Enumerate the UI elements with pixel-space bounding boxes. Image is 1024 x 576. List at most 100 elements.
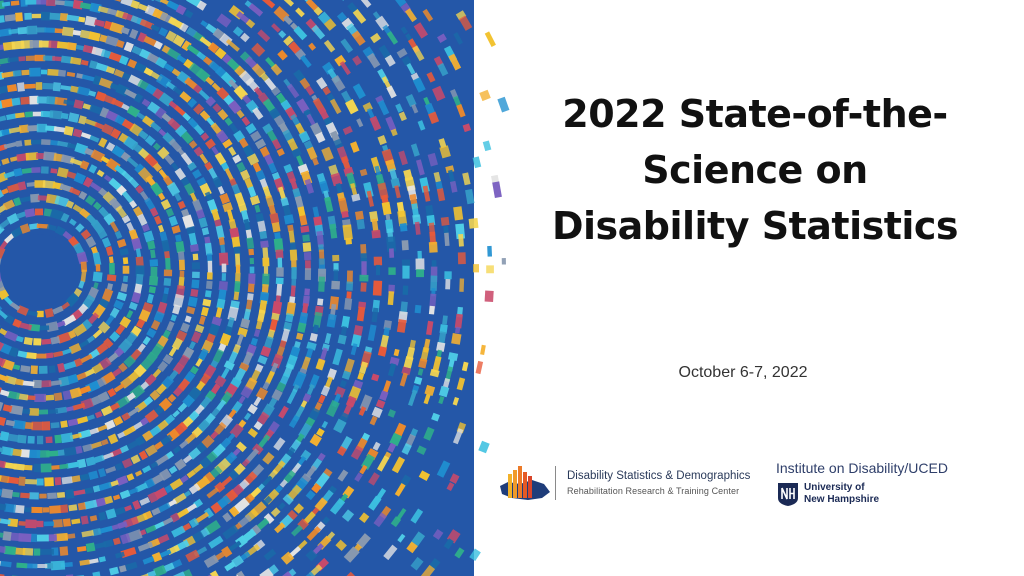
mosaic-tile [336,11,348,23]
mosaic-tile [130,0,140,10]
mosaic-tile [131,45,143,56]
mosaic-tile [107,387,117,398]
mosaic-tile [137,343,146,353]
mosaic-tile [43,521,55,527]
mosaic-tile [151,507,161,516]
mosaic-tile [423,426,435,441]
mosaic-tile [65,200,75,209]
mosaic-tile [426,71,436,83]
mosaic-tile [227,316,235,328]
mosaic-tile [50,168,58,174]
mosaic-tile [295,7,305,18]
mosaic-tile [289,249,298,261]
mosaic-tile [63,125,74,136]
mosaic-tile [1,71,15,79]
mosaic-tile [194,324,205,334]
mosaic-tile [24,507,32,513]
mosaic-tile [381,201,392,216]
mosaic-tile [271,23,281,33]
mosaic-tile [298,130,311,144]
mosaic-tile [324,376,333,389]
mosaic-tile [186,469,196,479]
mosaic-tile [153,40,163,50]
mosaic-tile [397,533,406,543]
mosaic-tile [279,0,295,7]
mosaic-tile [169,478,184,491]
mosaic-tile [78,280,85,289]
mosaic-tile [359,464,368,475]
mosaic-tile [22,421,34,430]
mosaic-tile [283,15,293,25]
mosaic-tile [442,315,448,325]
mosaic-tile [279,479,288,488]
mosaic-tile [154,441,164,451]
mosaic-tile [99,34,108,43]
mosaic-tile [438,331,447,345]
mosaic-tile [146,327,157,339]
mosaic-tile [288,230,296,244]
mosaic-tile [233,246,241,256]
mosaic-tile [345,237,352,245]
mosaic-tile [164,484,174,494]
mosaic-tile [157,360,169,372]
mosaic-tile [88,558,99,565]
mosaic-tile [411,203,420,218]
mosaic-tile [178,259,185,271]
mosaic-tile [386,236,397,253]
mosaic-tile [75,416,89,425]
iod-name: Institute on Disability/UCED [776,460,948,476]
mosaic-tile [484,290,494,303]
mosaic-tile [297,518,309,531]
mosaic-tile [291,267,297,279]
mosaic-tile [165,30,177,43]
mosaic-tile [461,361,469,372]
mosaic-tile [318,106,330,121]
mosaic-tile [127,58,138,69]
mosaic-tile [17,434,27,444]
mosaic-tile [438,138,447,149]
mosaic-tile [305,549,318,562]
mosaic-tile [69,157,83,166]
mosaic-tile [76,86,91,97]
mosaic-tile [123,355,136,368]
mosaic-tile [224,325,233,337]
mosaic-tile [312,157,319,166]
mosaic-tile [113,506,126,516]
mosaic-tile [286,388,298,405]
mosaic-tile [453,32,464,45]
mosaic-tile [147,491,159,504]
mosaic-tile [478,440,490,454]
mosaic-tile [175,4,187,16]
mosaic-tile [283,470,296,484]
mosaic-tile [147,101,161,115]
mosaic-tile [329,223,338,239]
mosaic-tile [271,312,280,321]
mosaic-tile [89,135,100,143]
mosaic-tile [333,418,347,434]
mosaic-tile [79,559,91,566]
mosaic-tile [42,507,50,513]
mosaic-tile [398,111,407,122]
mosaic-tile [367,324,377,342]
mosaic-tile [331,75,346,92]
mosaic-tile [158,27,169,37]
mosaic-tile [16,562,28,569]
mosaic-tile [20,449,30,458]
mosaic-tile [171,68,182,77]
mosaic-tile [1,157,10,165]
mosaic-tile [302,393,312,403]
mosaic-tile [113,68,125,78]
mosaic-tile [126,309,134,319]
mosaic-tile [163,62,175,73]
mosaic-tile [338,197,349,214]
mosaic-tile [345,99,359,115]
mosaic-tile [0,129,5,140]
mosaic-tile [17,181,27,191]
mosaic-tile [211,208,221,221]
mosaic-tile [137,573,149,576]
mosaic-tile [398,150,408,166]
mosaic-tile [444,271,452,280]
mosaic-tile [290,285,296,297]
mosaic-tile [66,71,76,78]
mosaic-tile [200,20,208,28]
